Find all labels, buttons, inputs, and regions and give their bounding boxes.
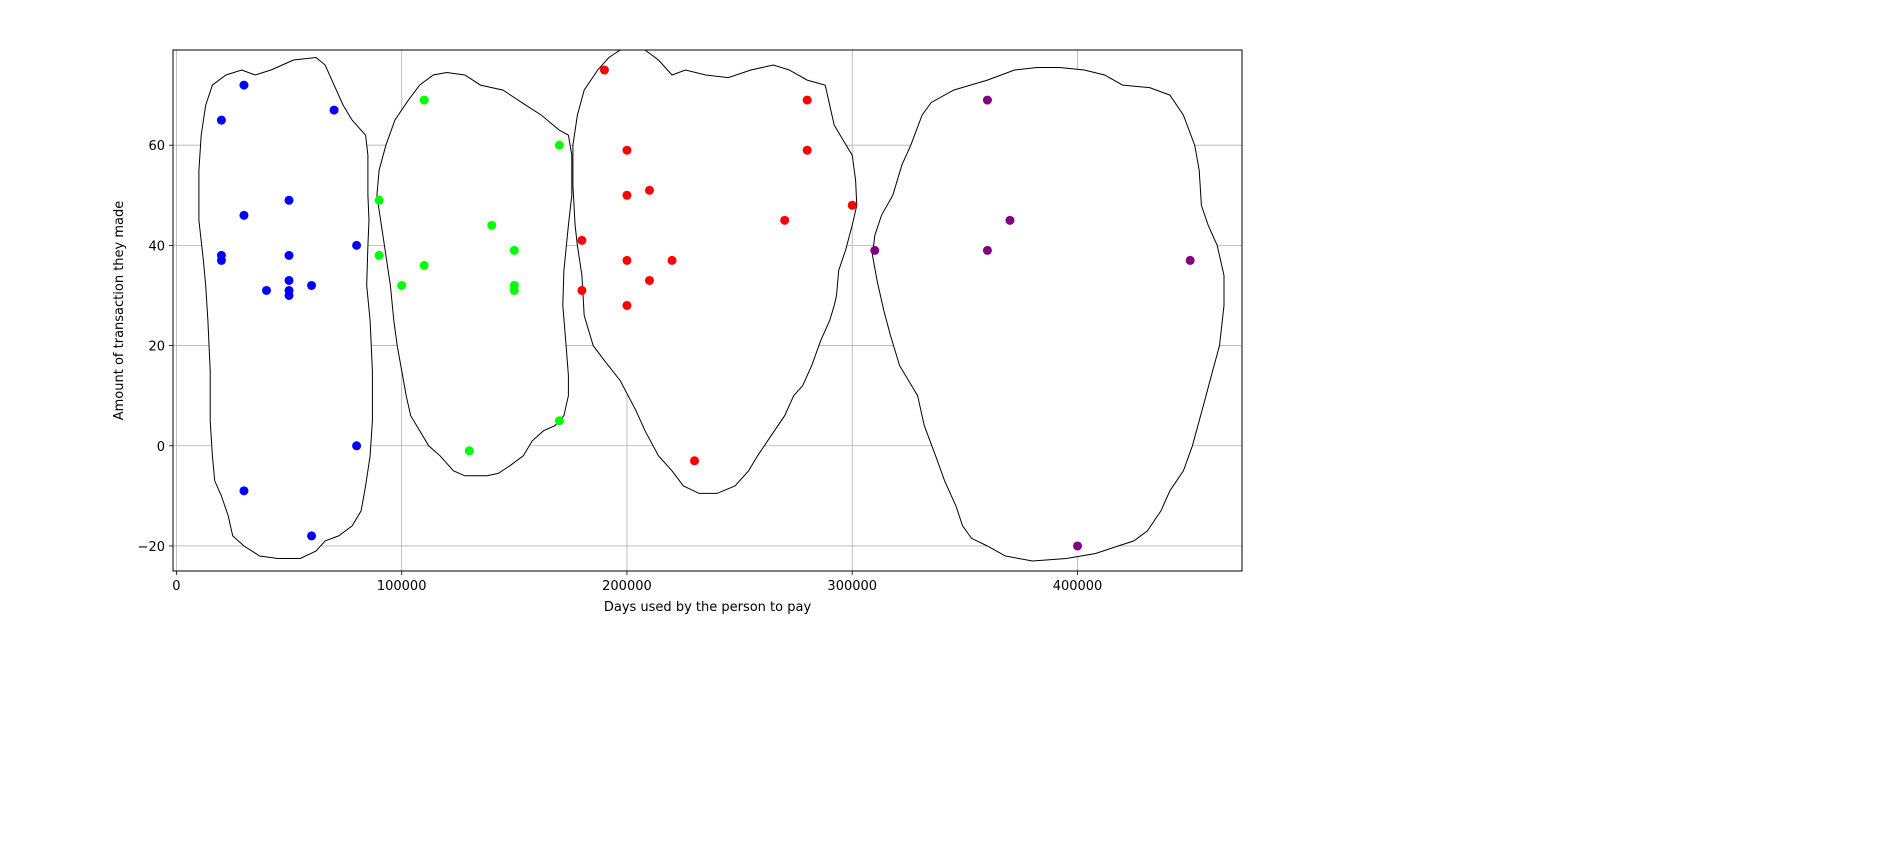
x-tick-label: 300000	[827, 579, 877, 594]
data-point	[510, 286, 519, 295]
data-point	[217, 256, 226, 265]
data-point	[285, 276, 294, 285]
data-point	[420, 96, 429, 105]
y-tick-label: 0	[157, 440, 165, 455]
data-point	[600, 66, 609, 75]
data-point	[690, 456, 699, 465]
x-axis-label: Days used by the person to pay	[604, 600, 812, 615]
data-point	[1005, 216, 1014, 225]
data-point	[645, 276, 654, 285]
data-point	[780, 216, 789, 225]
data-point	[803, 146, 812, 155]
data-point	[352, 441, 361, 450]
data-point	[645, 186, 654, 195]
data-point	[397, 281, 406, 290]
data-point	[262, 286, 271, 295]
data-point	[848, 201, 857, 210]
data-point	[465, 446, 474, 455]
data-point	[285, 251, 294, 260]
y-axis-label: Amount of transaction they made	[112, 201, 127, 421]
data-point	[239, 81, 248, 90]
x-tick-label: 0	[172, 579, 180, 594]
data-point	[622, 301, 631, 310]
cluster-outline	[199, 58, 373, 559]
data-point	[420, 261, 429, 270]
data-point	[983, 96, 992, 105]
y-tick-label: 40	[148, 239, 165, 254]
x-tick-label: 400000	[1053, 579, 1103, 594]
data-point	[285, 291, 294, 300]
y-tick-label: 60	[148, 139, 165, 154]
data-point	[375, 196, 384, 205]
data-point	[870, 246, 879, 255]
data-point	[803, 96, 812, 105]
data-point	[983, 246, 992, 255]
data-point	[555, 416, 564, 425]
data-point	[307, 531, 316, 540]
data-point	[217, 116, 226, 125]
data-point	[239, 211, 248, 220]
y-tick-label: 20	[148, 340, 165, 355]
data-point	[668, 256, 677, 265]
data-point	[577, 236, 586, 245]
data-point	[487, 221, 496, 230]
data-point	[1073, 541, 1082, 550]
cluster-outlines	[199, 50, 1224, 561]
y-tick-label: −20	[138, 540, 165, 555]
x-tick-label: 100000	[377, 579, 427, 594]
data-point	[307, 281, 316, 290]
data-point	[239, 486, 248, 495]
data-point	[622, 256, 631, 265]
data-point	[285, 196, 294, 205]
x-tick-label: 200000	[602, 579, 652, 594]
data-point	[352, 241, 361, 250]
data-point	[330, 106, 339, 115]
data-point	[555, 141, 564, 150]
data-point	[622, 146, 631, 155]
data-point	[1186, 256, 1195, 265]
data-point	[577, 286, 586, 295]
data-point	[375, 251, 384, 260]
data-point	[622, 191, 631, 200]
data-point	[510, 246, 519, 255]
